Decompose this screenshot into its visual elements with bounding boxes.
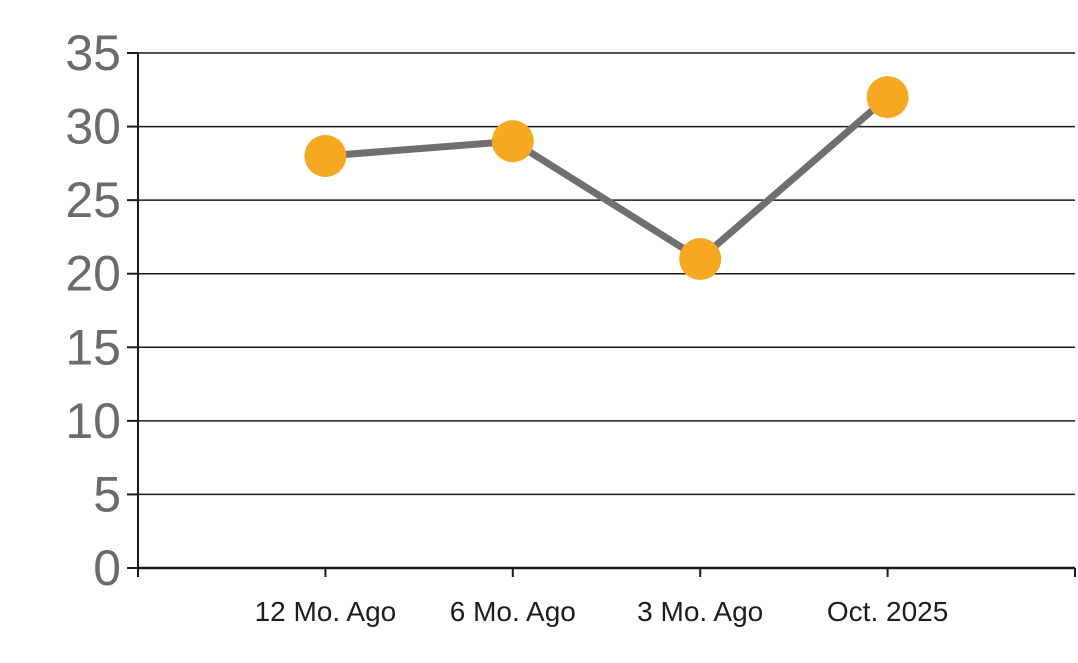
series-line bbox=[321, 93, 892, 263]
x-tick-label: 12 Mo. Ago bbox=[255, 596, 397, 627]
data-point-marker bbox=[866, 76, 909, 119]
y-tick-label: 10 bbox=[65, 393, 121, 449]
data-point-marker bbox=[679, 238, 722, 280]
y-tick-label: 5 bbox=[93, 466, 121, 522]
y-tick-label: 15 bbox=[65, 319, 121, 375]
x-tick-label: Oct. 2025 bbox=[827, 596, 948, 627]
y-tick-label: 25 bbox=[65, 172, 121, 228]
y-tick-label: 0 bbox=[93, 540, 121, 596]
x-tick-label: 6 Mo. Ago bbox=[450, 596, 576, 627]
data-point-marker bbox=[304, 135, 347, 177]
x-tick-label: 3 Mo. Ago bbox=[637, 596, 763, 627]
y-tick-label: 30 bbox=[65, 99, 121, 155]
y-tick-label: 20 bbox=[65, 246, 121, 302]
data-point-marker bbox=[491, 120, 534, 163]
y-tick-label: 35 bbox=[65, 25, 121, 81]
